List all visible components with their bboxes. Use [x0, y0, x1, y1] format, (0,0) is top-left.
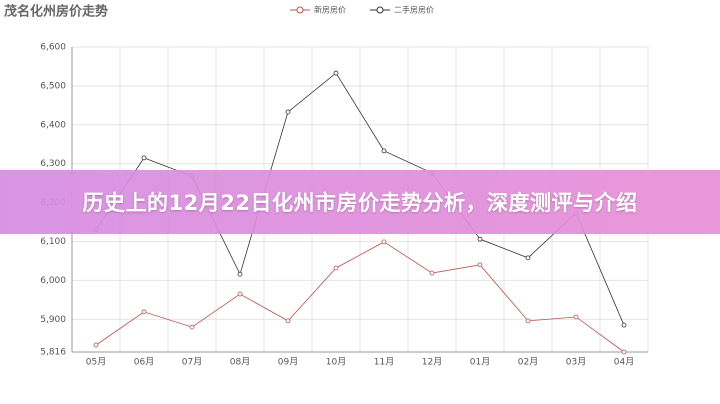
point: [573, 314, 579, 320]
x-tick-label: 07月: [182, 357, 202, 368]
legend-label: 新房房价: [314, 5, 346, 15]
y-tick-label: 6,300: [40, 159, 66, 169]
legend-marker: [376, 6, 384, 14]
y-tick-label: 5,816: [40, 348, 66, 358]
point: [285, 318, 291, 324]
point: [237, 291, 243, 297]
series-line: [95, 241, 625, 353]
x-tick-label: 09月: [278, 357, 298, 368]
headline: 历史上的12月22日化州市房价走势分析，深度测评与介绍: [0, 170, 720, 234]
point: [141, 309, 147, 315]
x-tick-label: 01月: [470, 357, 490, 368]
point: [141, 155, 147, 161]
y-tick-label: 6,400: [40, 120, 66, 130]
point: [477, 262, 483, 268]
point: [525, 318, 531, 324]
x-tick-label: 04月: [614, 357, 634, 368]
y-tick-label: 6,500: [40, 81, 66, 91]
y-tick-label: 6,100: [40, 237, 66, 247]
x-tick-label: 06月: [134, 357, 154, 368]
legend-label: 二手房房价: [394, 5, 434, 15]
point: [429, 270, 435, 276]
point: [621, 322, 627, 328]
point: [621, 349, 627, 355]
x-tick-label: 10月: [326, 357, 346, 368]
chart-title: 茂名化州房价走势: [4, 4, 108, 20]
point: [333, 70, 339, 76]
x-tick-label: 02月: [518, 357, 538, 368]
x-tick-label: 05月: [86, 357, 106, 368]
point: [285, 109, 291, 115]
point: [477, 236, 483, 242]
legend-marker: [296, 6, 304, 14]
point: [189, 324, 195, 330]
x-tick-label: 12月: [422, 357, 442, 368]
x-tick-label: 08月: [230, 357, 250, 368]
x-tick-label: 11月: [374, 357, 394, 368]
x-tick-label: 03月: [566, 357, 586, 368]
point: [237, 271, 243, 277]
y-tick-label: 5,900: [40, 315, 66, 325]
point: [381, 148, 387, 154]
y-tick-label: 6,600: [40, 43, 66, 53]
point: [381, 239, 387, 245]
point: [93, 342, 99, 348]
point: [333, 265, 339, 271]
y-tick-label: 6,000: [40, 276, 66, 286]
point: [525, 255, 531, 261]
